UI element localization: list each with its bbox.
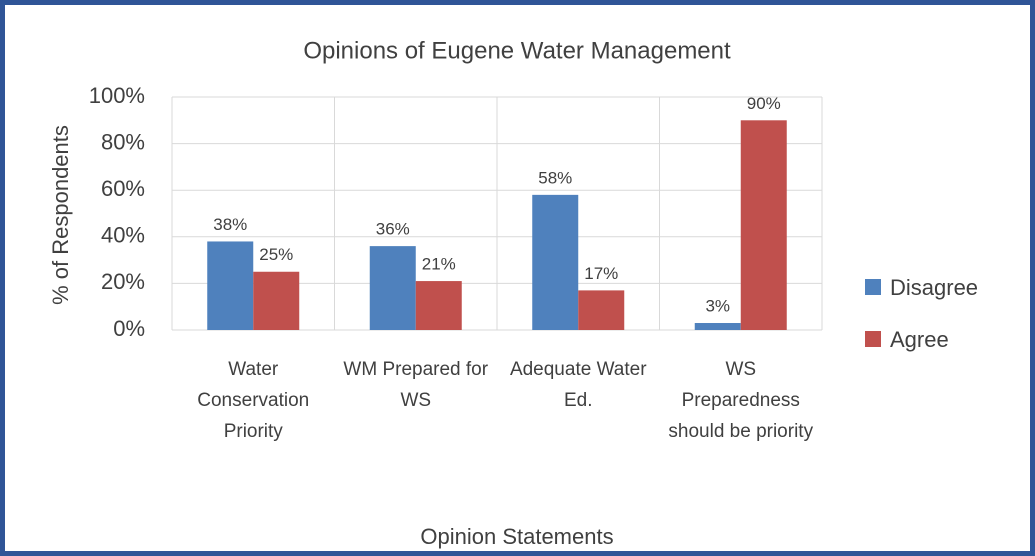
- legend-swatch: [865, 331, 881, 347]
- x-axis-title: Opinion Statements: [420, 524, 613, 549]
- bar: [415, 281, 462, 330]
- bar: [369, 246, 416, 330]
- data-label: 25%: [259, 245, 293, 264]
- y-tick-label: 0%: [113, 316, 145, 341]
- y-tick-label: 20%: [101, 269, 145, 294]
- x-tick-label: WM Prepared for WS: [343, 359, 489, 411]
- bar: [207, 241, 254, 330]
- y-tick-label: 80%: [101, 129, 145, 154]
- chart-title: Opinions of Eugene Water Management: [303, 37, 731, 64]
- y-tick-label: 60%: [101, 176, 145, 201]
- x-tick-label: Water Conservation Priority: [197, 359, 310, 442]
- data-label: 36%: [376, 220, 410, 239]
- data-label: 21%: [422, 255, 456, 274]
- data-label: 3%: [705, 296, 730, 315]
- bar: [532, 194, 579, 330]
- bar: [694, 323, 741, 330]
- bar: [253, 271, 300, 330]
- y-tick-label: 100%: [89, 83, 145, 108]
- data-label: 17%: [584, 264, 618, 283]
- bar: [740, 120, 787, 330]
- legend-swatch: [865, 279, 881, 295]
- legend-label: Agree: [890, 327, 949, 352]
- x-tick-label: Adequate Water Ed.: [509, 359, 647, 411]
- data-label: 90%: [747, 94, 781, 113]
- bar: [578, 290, 625, 330]
- legend-label: Disagree: [890, 275, 978, 300]
- x-tick-label: WS Preparedness should be priority: [668, 359, 814, 442]
- y-tick-label: 40%: [101, 223, 145, 248]
- y-axis-title: % of Respondents: [48, 125, 73, 305]
- data-label: 38%: [213, 215, 247, 234]
- data-label: 58%: [538, 168, 572, 187]
